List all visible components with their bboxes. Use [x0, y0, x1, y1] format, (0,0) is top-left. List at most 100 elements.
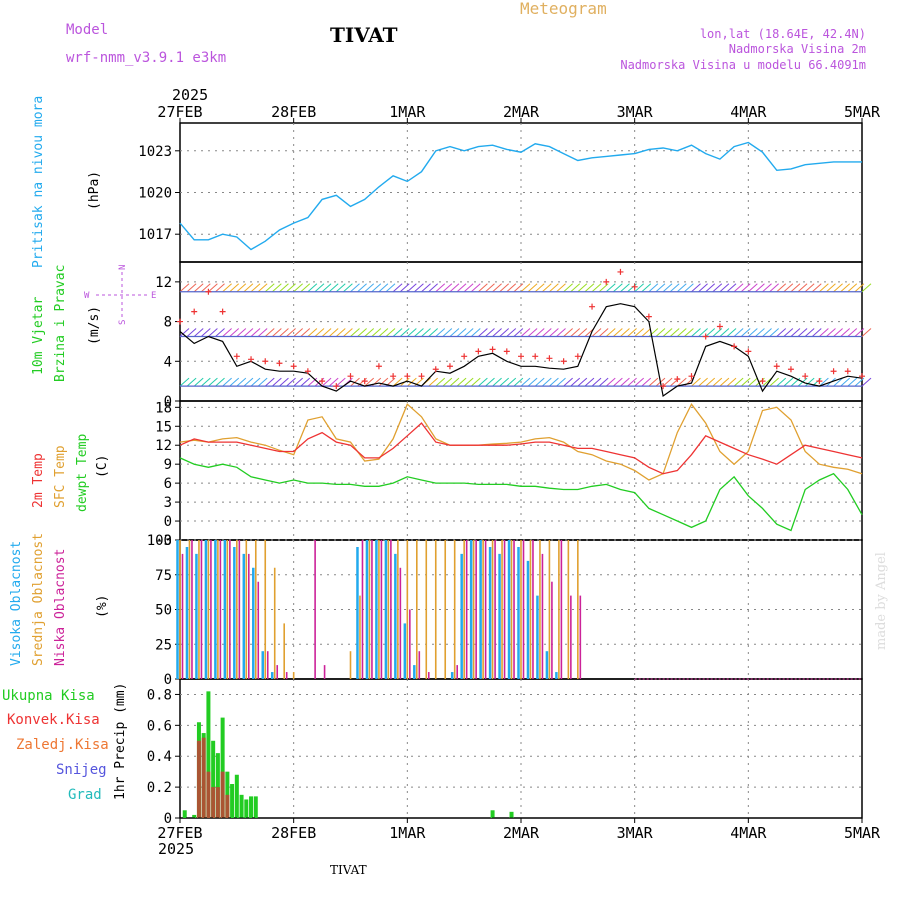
wind-barb	[499, 377, 510, 387]
wind-barb	[783, 328, 794, 337]
precip-convective-bar	[225, 794, 230, 818]
y-tick-label: 1020	[138, 186, 172, 202]
wind-barb	[264, 283, 275, 293]
wind-barb	[463, 283, 474, 293]
wind-barb	[478, 283, 488, 293]
wind-barb	[513, 377, 524, 387]
wind-gust-marker	[219, 308, 226, 315]
compass-n: N	[118, 265, 128, 270]
wind-barb	[442, 377, 453, 387]
wind-barb	[328, 328, 339, 337]
wind-barb	[648, 283, 659, 293]
wind-barb	[222, 283, 232, 293]
temp2m-line	[179, 422, 863, 475]
compass-s: S	[118, 320, 128, 325]
wind-barb	[236, 377, 247, 387]
wind-gust-marker	[390, 373, 397, 380]
precip-total-bar	[192, 814, 197, 818]
wind-barb	[570, 377, 581, 387]
wind-barb	[350, 328, 360, 337]
wind-barb	[456, 377, 467, 387]
wind-barb	[371, 283, 382, 293]
station-title: TIVAT	[330, 23, 398, 47]
precip-total-label: Ukupna Kisa	[2, 688, 95, 704]
wind-barb	[378, 328, 389, 337]
wind-barb	[549, 283, 559, 293]
model-elevation-text: Nadmorska Visina u modelu 66.4091m	[620, 58, 866, 72]
wind-gust-marker	[290, 363, 297, 370]
wind-barb	[748, 328, 758, 337]
wind-barb	[279, 328, 289, 337]
sfc-temp-line	[179, 402, 863, 481]
wind-barb	[399, 328, 410, 337]
time-label-top: 3MAR	[617, 103, 654, 121]
wind-barb	[257, 283, 268, 293]
wind-barb	[854, 377, 865, 387]
wind-barb	[676, 377, 687, 387]
wind-barb	[520, 283, 531, 293]
wind-barb	[407, 328, 417, 337]
wind-barb	[854, 328, 865, 337]
wind-barb	[499, 328, 510, 337]
precip-conv-label: Konvek.Kisa	[7, 712, 100, 728]
meteogram-title: Meteogram	[520, 0, 607, 18]
y-tick-label: 12	[155, 438, 172, 454]
wind-barb	[470, 283, 481, 293]
wind-barb	[541, 328, 552, 337]
plot-layer: 27FEB 27FEB 28FEB 28FEB 1MAR 1MAR 2MAR 2MAR 3MAR…	[138, 103, 881, 842]
precip-total-bar	[206, 691, 211, 818]
wind-barb	[783, 377, 794, 387]
wind-barb	[698, 328, 708, 337]
wind-barb	[335, 328, 346, 337]
wind-barb	[755, 283, 765, 293]
wind-barb	[691, 283, 701, 293]
y-tick-label: 6	[164, 476, 172, 492]
y-tick-label: -3	[155, 533, 172, 549]
wind-barb	[449, 328, 460, 337]
wind-barb	[591, 377, 602, 387]
wind-barb	[449, 283, 460, 293]
y-tick-label: 4	[164, 354, 172, 370]
wind-barb	[335, 377, 346, 387]
wind-barb	[257, 328, 268, 337]
wind-barb	[272, 283, 282, 293]
wind-barb	[229, 377, 240, 387]
wind-barb	[527, 377, 538, 387]
wind-barb	[698, 377, 708, 387]
wind-gust-marker	[802, 373, 809, 380]
cloud-high-label: Visoka Oblacnost	[9, 541, 24, 666]
wind-barb	[534, 328, 545, 337]
y-tick-label: 50	[155, 603, 172, 619]
wind-barb	[513, 283, 524, 293]
cloud-units: (%)	[95, 595, 110, 618]
wind-barb	[272, 328, 282, 337]
wind-barb	[605, 328, 616, 337]
wind-barb	[804, 283, 815, 293]
wind-barb	[200, 283, 211, 293]
wind-barb	[634, 283, 644, 293]
wind-barb	[641, 328, 652, 337]
time-label-top: 2MAR	[503, 103, 540, 121]
wind-gust-marker	[716, 323, 723, 330]
wind-barb	[392, 283, 403, 293]
wind-barb	[250, 377, 261, 387]
wind-barb	[769, 377, 779, 387]
wind-barb	[662, 377, 673, 387]
wind-barb	[748, 377, 758, 387]
wind-barb	[591, 328, 602, 337]
wind-barb	[740, 283, 751, 293]
precip-total-bar	[215, 753, 220, 818]
wind-barb	[442, 283, 453, 293]
wind-gust-marker	[787, 366, 794, 373]
wind-barb	[506, 377, 517, 387]
wind-barb	[321, 377, 332, 387]
wind-barb	[321, 328, 332, 337]
wind-gust-marker	[816, 378, 823, 385]
dewpt-label: dewpt Temp	[75, 434, 90, 512]
wind-barb	[293, 283, 303, 293]
wind-barb	[428, 377, 438, 387]
wind-barb	[279, 377, 289, 387]
wind-barb	[662, 283, 673, 293]
wind-gust-marker	[759, 378, 766, 385]
